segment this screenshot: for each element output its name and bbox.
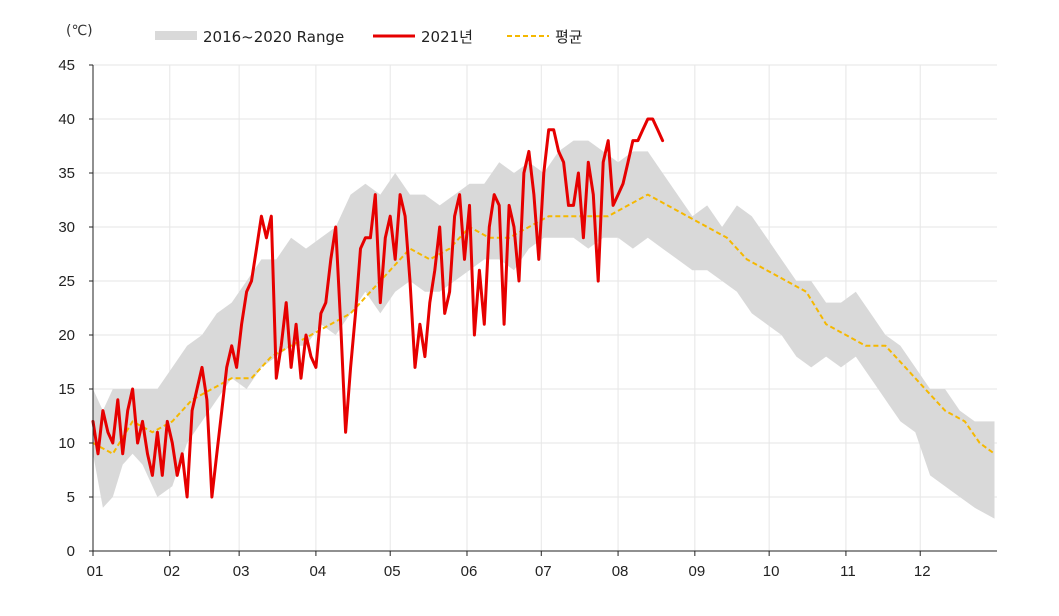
x-tick-label: 09 <box>688 563 705 580</box>
x-tick-label: 02 <box>163 563 180 580</box>
legend-item-range: 2016~2020 Range <box>155 28 344 46</box>
y-tick-label: 30 <box>58 219 75 236</box>
x-tick-label: 10 <box>763 563 780 580</box>
y-tick-label: 0 <box>67 543 75 560</box>
y-tick-label: 40 <box>58 111 75 128</box>
y-unit-label: (℃) <box>66 23 93 39</box>
legend-label-average: 평균 <box>555 28 583 46</box>
legend-item-average: 평균 <box>507 28 583 46</box>
x-tick-label: 04 <box>310 563 327 580</box>
y-tick-label: 15 <box>58 381 75 398</box>
y-tick-label: 5 <box>67 489 75 506</box>
x-tick-label: 11 <box>840 563 856 580</box>
x-tick-label: 06 <box>461 563 478 580</box>
y-tick-label: 25 <box>58 273 75 290</box>
x-tick-label: 12 <box>914 563 931 580</box>
x-tick-label: 05 <box>384 563 401 580</box>
average-line-layer <box>92 193 996 455</box>
y-tick-label: 45 <box>58 57 75 74</box>
average-line <box>92 193 996 455</box>
x-tick-label: 03 <box>233 563 250 580</box>
line-2021 <box>91 117 665 499</box>
y-tick-label: 20 <box>58 327 75 344</box>
y-tick-label: 35 <box>58 165 75 182</box>
x-tick-label: 08 <box>612 563 629 580</box>
legend-label-2021: 2021년 <box>421 28 473 46</box>
actual-line-layer <box>91 117 665 499</box>
x-tick-label: 01 <box>87 563 104 580</box>
legend: 2016~2020 Range 2021년 평균 <box>155 28 583 46</box>
legend-swatch-range <box>155 31 197 40</box>
x-tick-label: 07 <box>535 563 552 580</box>
legend-item-2021: 2021년 <box>373 28 473 46</box>
legend-label-range: 2016~2020 Range <box>203 28 344 46</box>
y-tick-label: 10 <box>58 435 75 452</box>
